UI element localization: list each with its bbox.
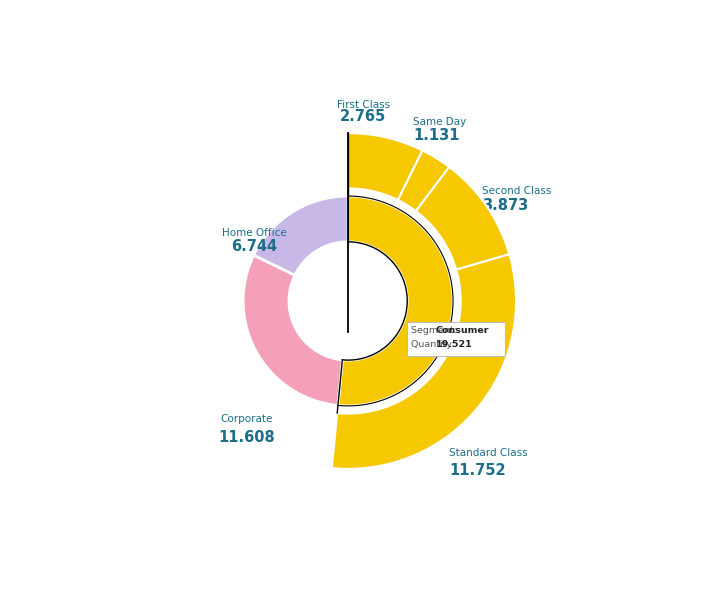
Polygon shape [398, 150, 450, 211]
Text: Standard Class: Standard Class [450, 448, 527, 458]
Text: Same Day: Same Day [413, 117, 467, 128]
Text: Home Office: Home Office [222, 228, 287, 238]
Polygon shape [254, 196, 348, 275]
Polygon shape [348, 133, 423, 200]
FancyBboxPatch shape [407, 322, 505, 356]
Polygon shape [243, 255, 342, 405]
Text: Second Class: Second Class [481, 186, 551, 196]
Text: 3.873: 3.873 [481, 198, 528, 213]
Text: Corporate: Corporate [220, 414, 273, 424]
Text: Quantity:: Quantity: [411, 340, 457, 349]
Polygon shape [337, 188, 461, 414]
Polygon shape [332, 254, 516, 469]
Text: Segment:: Segment: [411, 326, 460, 335]
Text: 2.765: 2.765 [340, 109, 386, 125]
Text: 11.608: 11.608 [218, 430, 275, 445]
Text: 11.752: 11.752 [450, 463, 506, 478]
Text: First Class: First Class [337, 100, 390, 110]
Polygon shape [338, 196, 453, 406]
Text: 6.744: 6.744 [232, 240, 278, 254]
Polygon shape [416, 167, 509, 269]
Text: Consumer: Consumer [435, 326, 489, 335]
Text: 19.521: 19.521 [435, 340, 472, 349]
Text: 1.131: 1.131 [413, 128, 459, 142]
